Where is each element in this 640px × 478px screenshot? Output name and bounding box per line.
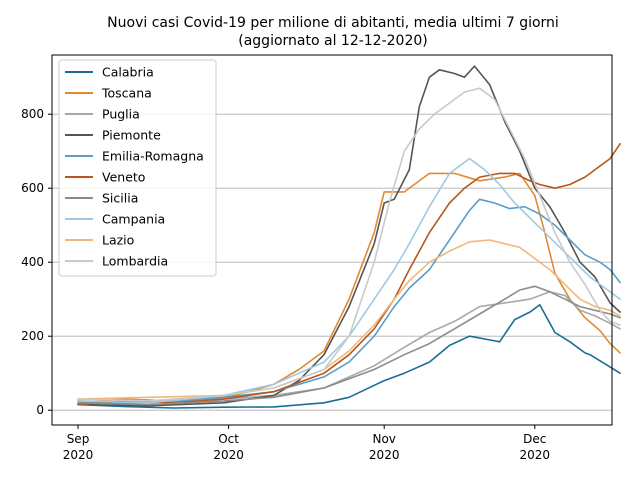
x-tick-label-year: 2020 [63,448,94,462]
legend-label-lombardia: Lombardia [102,254,168,269]
chart-title: Nuovi casi Covid-19 per milione di abita… [107,15,559,31]
series-line-veneto [77,143,621,406]
x-tick-label-month: Dec [523,432,546,446]
series-line-campania [77,157,621,404]
series-line-emilia-romagna [77,198,621,404]
x-tick-label-year: 2020 [213,448,244,462]
plot-area-frame [51,54,613,426]
y-tick-label: 600 [21,181,44,195]
axes: 0 200 400 600 800 Sep 2020 Oct 2020 Nov 2020 Dec 202… [21,107,550,462]
legend: Calabria Toscana Puglia Piemonte Emilia-Roma… [58,59,217,277]
series-line-puglia [77,290,621,404]
y-tick-label: 800 [21,107,44,121]
series-line-lombardia [77,87,621,402]
legend-label-piemonte: Piemonte [102,128,161,143]
legend-label-emilia-romagna: Emilia-Romagna [102,149,204,164]
legend-label-veneto: Veneto [102,170,145,185]
x-tick-label-month: Nov [372,432,395,446]
series-line-calabria [77,303,621,409]
series-line-sicilia [77,285,621,406]
legend-label-campania: Campania [102,212,165,227]
chart-subtitle: (aggiornato al 12-12-2020) [238,33,427,49]
legend-label-sicilia: Sicilia [102,191,138,206]
y-tick-label: 200 [21,329,44,343]
x-tick-label-month: Sep [67,432,90,446]
x-tick-label-month: Oct [218,432,239,446]
x-tick-label-year: 2020 [369,448,400,462]
legend-label-toscana: Toscana [101,86,152,101]
x-tick-label-year: 2020 [520,448,551,462]
legend-label-puglia: Puglia [102,107,140,122]
legend-label-lazio: Lazio [102,233,134,248]
y-tick-label: 0 [36,403,44,417]
y-tick-label: 400 [21,255,44,269]
legend-label-calabria: Calabria [102,65,154,80]
series-lines [77,65,621,409]
legend-box [58,59,217,277]
